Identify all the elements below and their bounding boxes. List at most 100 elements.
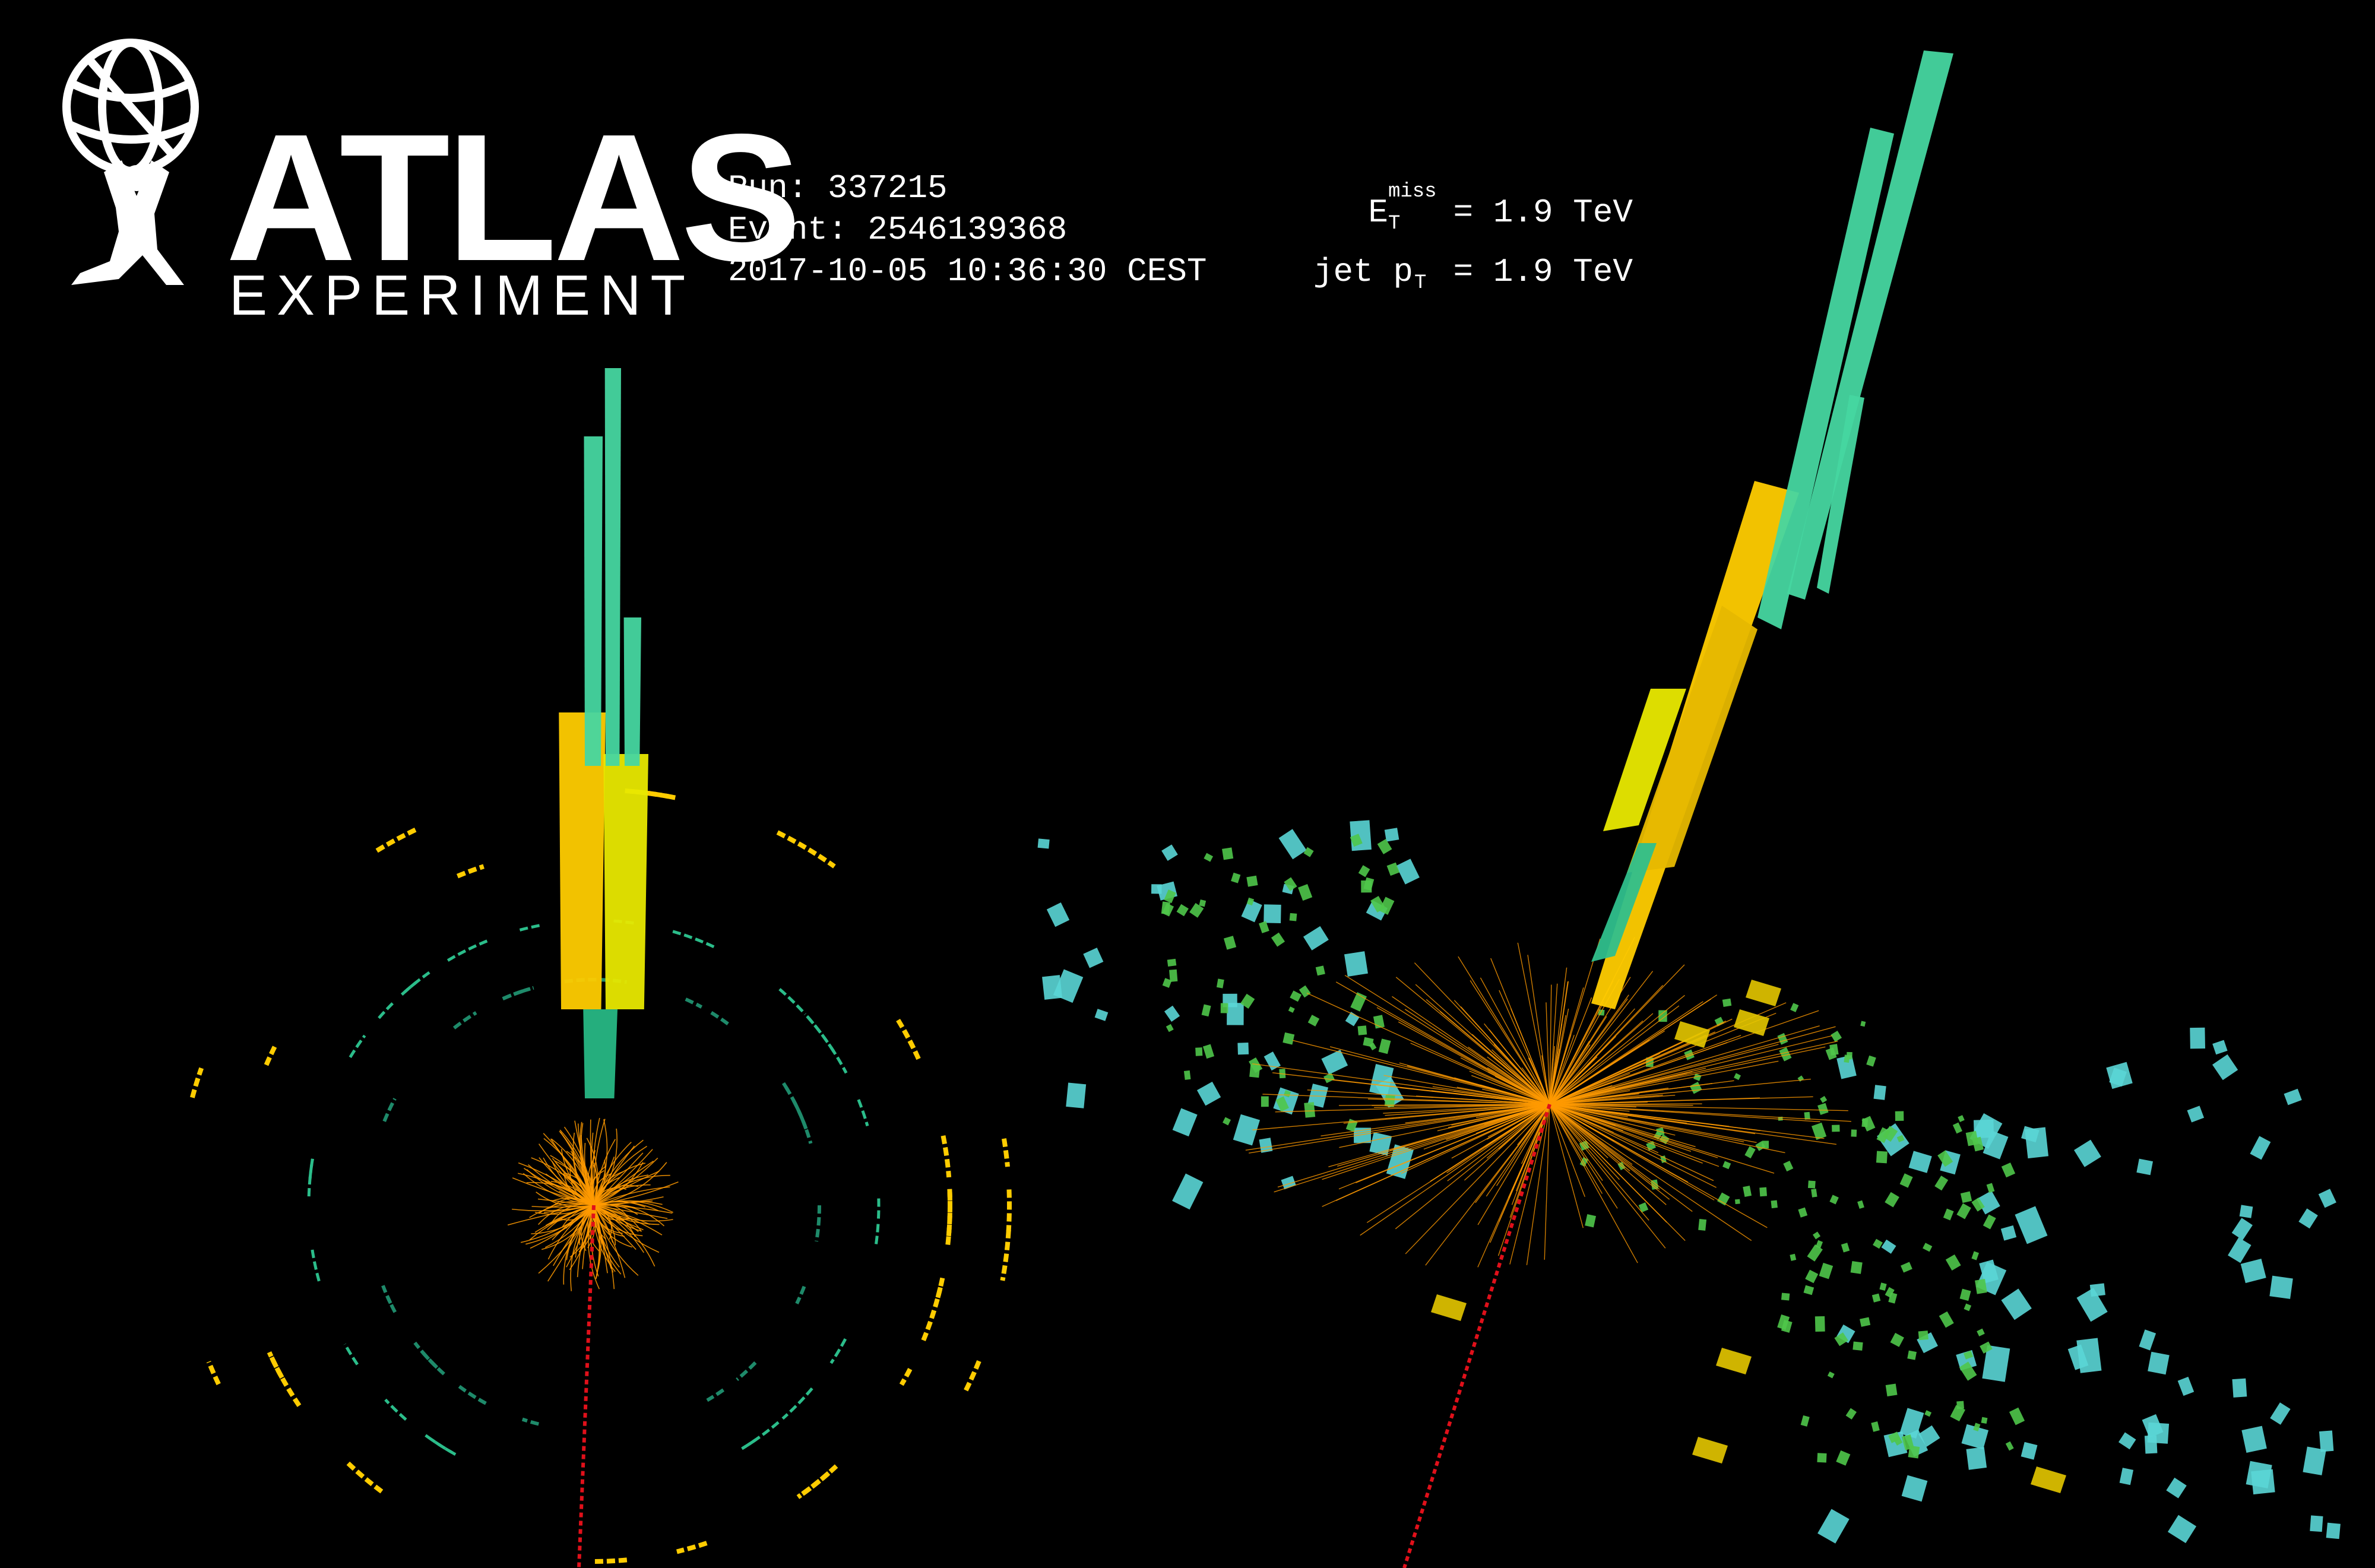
particle-track — [545, 1205, 594, 1226]
particle-track — [1549, 1046, 1826, 1105]
particle-track — [1249, 1104, 1550, 1154]
particle-track — [1456, 1086, 1550, 1105]
muon-chamber-arc — [428, 1358, 445, 1376]
particle-track — [1549, 1104, 1756, 1135]
muon-hit — [1861, 1118, 1869, 1127]
particle-track — [1549, 1060, 1779, 1105]
particle-track — [1549, 1104, 1630, 1171]
event-datetime: 2017-10-05 10:36:30 CEST — [728, 252, 1207, 290]
muon-hit — [1734, 1073, 1741, 1081]
muon-hit — [1959, 1288, 1971, 1301]
muon-chamber-arc — [403, 971, 430, 994]
particle-track — [575, 1205, 594, 1258]
particle-track — [1549, 1104, 1660, 1190]
particle-track — [1306, 993, 1550, 1105]
muon-hit — [1189, 902, 1204, 918]
muon-hit — [1983, 1214, 1996, 1230]
particle-track — [1344, 975, 1550, 1105]
muon-hit — [1315, 965, 1325, 976]
muon-hit — [1722, 998, 1732, 1007]
muon-hit — [2318, 1189, 2336, 1208]
calo-tower-green — [1817, 395, 1864, 594]
particle-track — [1410, 1043, 1550, 1105]
event-number: Event: 2546139368 — [728, 211, 1068, 249]
particle-track — [1322, 1104, 1550, 1180]
muon-hit — [1885, 1383, 1898, 1396]
muon-hit — [2109, 1067, 2127, 1087]
muon-chamber-arc — [190, 1067, 204, 1098]
muon-hit — [1901, 1262, 1912, 1273]
muon-hit — [2310, 1515, 2323, 1532]
muon-hit — [1684, 1049, 1695, 1060]
muon-hit — [1638, 1202, 1649, 1213]
particle-track — [1328, 1104, 1550, 1167]
muon-hit — [2270, 1402, 2291, 1425]
particle-track — [1475, 1104, 1550, 1119]
muon-chamber-arc — [776, 830, 836, 869]
particle-track — [1549, 1104, 1638, 1263]
jet-pt-subscript: T — [1414, 272, 1427, 294]
muon-hit — [1807, 1244, 1823, 1262]
muon-chamber-arc — [795, 1285, 806, 1304]
muon-hit — [1722, 1161, 1731, 1170]
calo-tower-green — [583, 1009, 618, 1098]
muon-hit — [2167, 1515, 2197, 1544]
muon-hit — [1937, 1150, 1953, 1167]
particle-track — [1549, 1034, 1572, 1105]
muon-hit — [1249, 1063, 1261, 1078]
muon-hit — [1908, 1151, 1932, 1173]
muon-hit — [2239, 1205, 2253, 1218]
muon-hit — [1959, 1361, 1977, 1381]
particle-track — [1549, 984, 1552, 1105]
particle-track — [1549, 1104, 1693, 1212]
muon-hit — [1066, 1082, 1087, 1108]
muon-hit — [1888, 1431, 1901, 1443]
particle-track — [1549, 1104, 1603, 1181]
particle-track — [582, 1205, 594, 1269]
muon-hit — [1943, 1208, 1954, 1221]
muon-hit — [1965, 1130, 1979, 1146]
muon-hit — [1386, 1144, 1414, 1179]
particle-track — [1549, 1024, 1563, 1105]
muon-hit — [1196, 1081, 1221, 1106]
muon-chamber-arc — [343, 1343, 359, 1366]
muon-chamber-arc — [349, 1034, 366, 1059]
muon-hit — [1860, 1317, 1871, 1327]
muon-hit — [2177, 1376, 2194, 1396]
muon-chamber-arc — [710, 1011, 729, 1026]
muon-hit — [1845, 1408, 1857, 1420]
particle-track — [593, 1205, 668, 1219]
particle-track — [1480, 977, 1550, 1105]
muon-chamber-arc — [452, 1011, 477, 1030]
calo-tower-green — [1787, 50, 1953, 600]
muon-hit — [1814, 1316, 1825, 1332]
muon-chamber-arc — [446, 939, 490, 962]
muon-chamber-arc — [521, 1417, 539, 1426]
particle-track — [1339, 1104, 1550, 1148]
muon-hit — [2240, 1259, 2266, 1284]
calo-cluster — [1674, 1021, 1710, 1048]
muon-hit — [1901, 1475, 1928, 1502]
muon-hit — [1832, 1124, 1840, 1132]
particle-track — [1487, 1104, 1550, 1138]
muon-hit — [1240, 993, 1255, 1009]
muon-hit — [1857, 1200, 1864, 1209]
muon-hit — [1299, 985, 1311, 998]
particle-track — [593, 1205, 612, 1240]
muon-chamber-arc — [796, 1471, 831, 1499]
particle-track — [1549, 1056, 1598, 1105]
muon-hit — [2326, 1522, 2341, 1540]
muon-hit — [1963, 1350, 1974, 1360]
particle-track — [1549, 1104, 1744, 1143]
muon-hit — [1975, 1279, 1987, 1294]
muon-hit — [1350, 834, 1363, 847]
particle-track — [1360, 1104, 1550, 1236]
muon-hit — [2232, 1378, 2247, 1398]
particle-track — [566, 1151, 595, 1206]
particle-track — [1549, 994, 1685, 1105]
muon-chamber-arc — [829, 1338, 847, 1364]
particle-track — [593, 1170, 660, 1206]
muon-chamber-arc — [800, 1117, 813, 1144]
muon-hit — [1201, 1004, 1211, 1017]
